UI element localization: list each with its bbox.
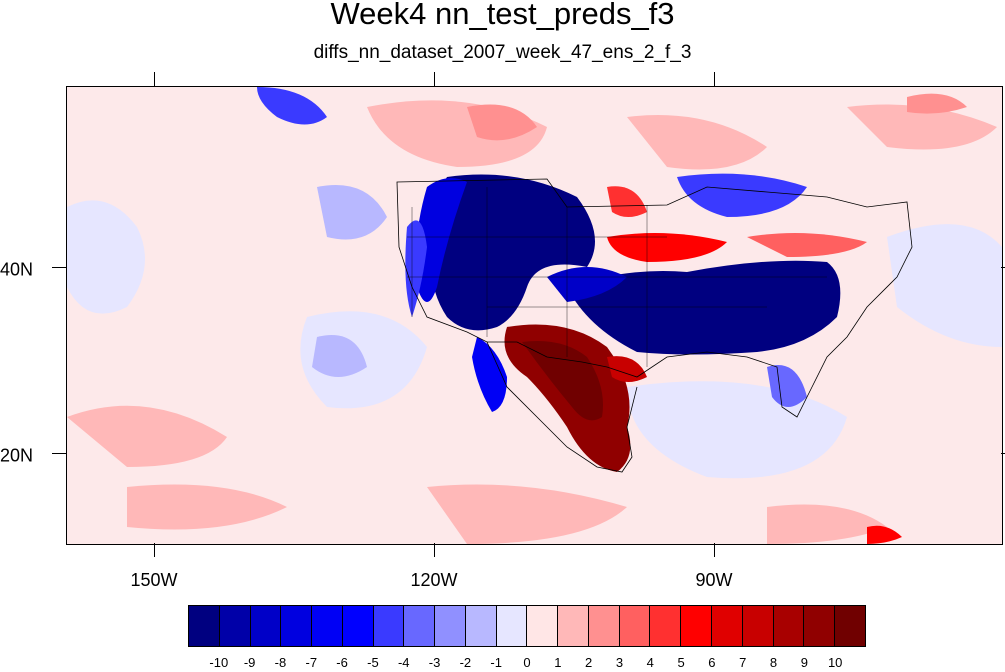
colorbar-swatch	[435, 606, 466, 646]
colorbar-swatch	[373, 606, 405, 646]
plot-subtitle: diffs_nn_dataset_2007_week_47_ens_2_f_3	[313, 42, 692, 63]
x-label-90w: 90W	[695, 570, 733, 590]
colorbar-label: 5	[677, 655, 685, 670]
colorbar-label: 9	[800, 655, 808, 670]
colorbar-label: 2	[585, 655, 593, 670]
y-label-20n: 20N	[0, 445, 34, 466]
colorbar-label: 8	[769, 655, 778, 670]
y-tick-20n	[52, 453, 66, 454]
colorbar-label: -10	[209, 655, 229, 670]
colorbar-swatch	[496, 606, 528, 646]
colorbar-swatch	[312, 606, 343, 646]
colorbar-label: -9	[243, 655, 256, 670]
colorbar-label: 1	[554, 655, 562, 670]
colorbar-label: -6	[336, 655, 348, 670]
colorbar-swatch	[558, 606, 589, 646]
map-panel	[66, 86, 1003, 545]
colorbar-swatch	[681, 606, 713, 646]
map-field	[67, 87, 1002, 544]
colorbar-swatch	[619, 606, 651, 646]
colorbar-swatch	[250, 606, 282, 646]
colorbar-swatch	[342, 606, 374, 646]
colorbar-swatch	[404, 606, 436, 646]
colorbar-label: 4	[646, 655, 654, 670]
plot-title: Week4 nn_test_preds_f3	[330, 0, 675, 31]
x-tick-150w-bottom	[154, 543, 155, 557]
colorbar-label: -4	[397, 655, 410, 670]
colorbar	[188, 605, 866, 647]
y-tick-40n	[52, 267, 66, 268]
colorbar-swatch	[189, 606, 220, 646]
colorbar-label: 6	[708, 655, 716, 670]
colorbar-swatch	[281, 606, 313, 646]
x-tick-120w-bottom	[434, 543, 435, 557]
x-label-150w: 150W	[130, 570, 178, 590]
colorbar-label: -3	[428, 655, 441, 670]
x-tick-90w	[714, 72, 715, 86]
colorbar-swatch	[219, 606, 251, 646]
colorbar-swatch	[773, 606, 805, 646]
colorbar-label: 7	[739, 655, 747, 670]
colorbar-label: -5	[367, 655, 379, 670]
colorbar-swatch	[835, 606, 865, 646]
y-tick-40n-right	[1001, 267, 1005, 268]
y-tick-20n-right	[1001, 453, 1005, 454]
colorbar-label: -2	[459, 655, 472, 670]
colorbar-label: -7	[305, 655, 318, 670]
colorbar-swatch	[650, 606, 682, 646]
x-label-120w: 120W	[410, 570, 458, 590]
x-tick-150w	[154, 72, 155, 86]
colorbar-swatch	[712, 606, 743, 646]
colorbar-label: -8	[274, 655, 287, 670]
colorbar-swatch	[742, 606, 774, 646]
colorbar-swatch	[588, 606, 620, 646]
colorbar-label: 3	[615, 655, 624, 670]
colorbar-label: 10	[827, 655, 843, 670]
x-tick-90w-bottom	[714, 543, 715, 557]
colorbar-swatch	[527, 606, 559, 646]
colorbar-swatch	[465, 606, 497, 646]
y-label-40n: 40N	[0, 259, 34, 280]
x-tick-120w	[434, 72, 435, 86]
colorbar-label: 0	[523, 655, 531, 670]
colorbar-label: -1	[490, 655, 502, 670]
colorbar-swatch	[804, 606, 836, 646]
